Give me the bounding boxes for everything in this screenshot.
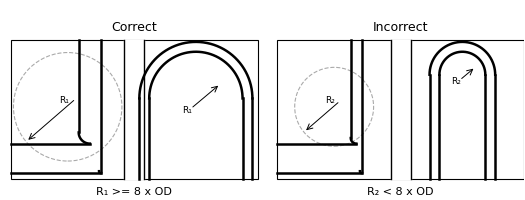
Text: R₂: R₂ [450, 77, 460, 86]
Bar [277, 40, 524, 179]
Text: Correct: Correct [111, 21, 157, 34]
Text: R₁ >= 8 x OD: R₁ >= 8 x OD [96, 187, 172, 197]
Bar [11, 40, 258, 179]
Text: R₂: R₂ [325, 96, 335, 105]
Text: R₁: R₁ [59, 96, 69, 105]
Text: R₁: R₁ [182, 106, 192, 115]
Text: Incorrect: Incorrect [373, 21, 428, 34]
Text: R₂ < 8 x OD: R₂ < 8 x OD [368, 187, 434, 197]
